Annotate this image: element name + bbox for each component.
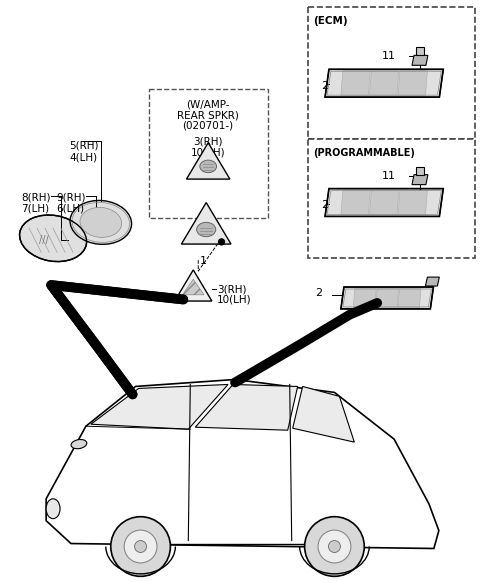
Text: (PROGRAMMABLE): (PROGRAMMABLE) — [313, 148, 416, 158]
Circle shape — [111, 517, 170, 576]
Text: (W/AMP-: (W/AMP- — [186, 99, 230, 109]
Polygon shape — [398, 190, 428, 215]
Text: ///: /// — [39, 235, 49, 245]
Polygon shape — [181, 203, 231, 244]
Polygon shape — [425, 277, 439, 286]
Polygon shape — [398, 71, 428, 95]
Polygon shape — [341, 287, 433, 309]
Polygon shape — [412, 175, 428, 184]
Polygon shape — [398, 289, 421, 307]
Polygon shape — [416, 47, 424, 55]
Text: 6(LH): 6(LH) — [56, 204, 84, 214]
Polygon shape — [46, 379, 439, 548]
Text: 1: 1 — [200, 256, 207, 266]
Text: 2: 2 — [322, 200, 329, 211]
Ellipse shape — [46, 499, 60, 519]
Ellipse shape — [200, 160, 216, 173]
Text: 9(RH): 9(RH) — [56, 193, 85, 203]
FancyBboxPatch shape — [308, 139, 475, 258]
Text: 2: 2 — [322, 81, 329, 91]
Text: (020701-): (020701-) — [182, 121, 234, 131]
Polygon shape — [353, 289, 376, 307]
Ellipse shape — [70, 200, 132, 244]
Polygon shape — [325, 189, 444, 217]
Text: 3(RH): 3(RH) — [193, 137, 223, 147]
Polygon shape — [376, 289, 399, 307]
Ellipse shape — [80, 207, 121, 237]
FancyBboxPatch shape — [308, 6, 475, 139]
Text: 5(RH): 5(RH) — [69, 141, 98, 151]
Text: 3(RH): 3(RH) — [217, 284, 246, 294]
Circle shape — [305, 517, 364, 576]
FancyBboxPatch shape — [148, 89, 268, 218]
Circle shape — [318, 530, 351, 563]
Polygon shape — [412, 55, 428, 65]
Text: REAR SPKR): REAR SPKR) — [177, 110, 239, 120]
Polygon shape — [175, 270, 212, 301]
Text: 2: 2 — [315, 288, 323, 298]
Polygon shape — [325, 69, 444, 97]
Text: (ECM): (ECM) — [313, 16, 348, 26]
Polygon shape — [293, 386, 354, 442]
Circle shape — [134, 541, 146, 552]
Circle shape — [124, 530, 157, 563]
Text: 10(LH): 10(LH) — [191, 148, 226, 158]
Ellipse shape — [20, 215, 86, 261]
Polygon shape — [341, 190, 370, 215]
Text: 11: 11 — [382, 171, 396, 180]
Polygon shape — [370, 71, 399, 95]
Text: 7(LH): 7(LH) — [21, 204, 49, 214]
Polygon shape — [91, 385, 228, 429]
Text: 8(RH): 8(RH) — [21, 193, 51, 203]
Circle shape — [328, 541, 340, 552]
Text: 4(LH): 4(LH) — [69, 153, 97, 163]
Polygon shape — [370, 190, 399, 215]
Circle shape — [218, 239, 225, 245]
Text: 11: 11 — [382, 51, 396, 61]
Polygon shape — [195, 385, 298, 430]
Ellipse shape — [71, 439, 87, 449]
Text: 10(LH): 10(LH) — [217, 295, 252, 305]
Ellipse shape — [197, 222, 216, 237]
Polygon shape — [186, 143, 230, 179]
Polygon shape — [182, 279, 204, 295]
Polygon shape — [416, 166, 424, 175]
Polygon shape — [341, 71, 370, 95]
